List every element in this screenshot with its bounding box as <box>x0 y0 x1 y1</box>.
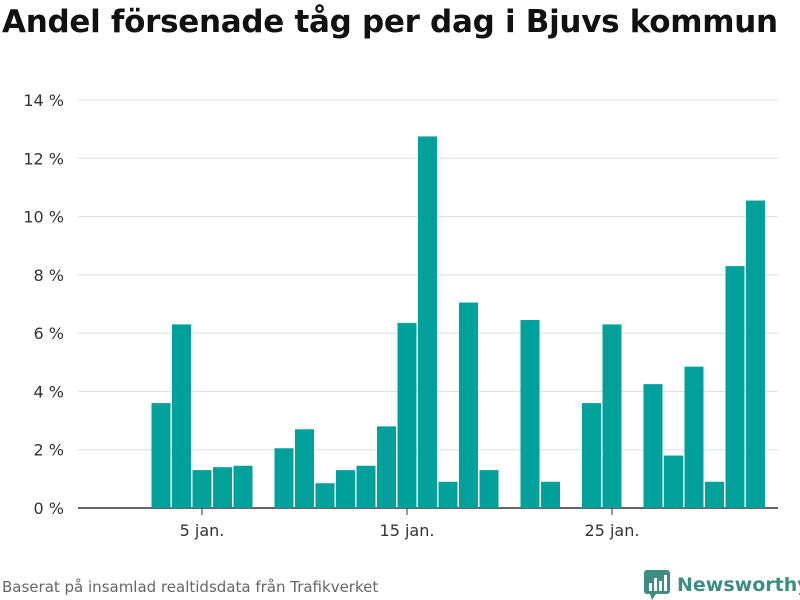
brand-name: Newsworthy <box>677 574 800 596</box>
bar-day-5[interactable] <box>192 470 212 508</box>
bar-day-21[interactable] <box>520 320 540 508</box>
x-axis-ticks: 5 jan. 15 jan. 25 jan. <box>180 508 640 540</box>
bar-day-15[interactable] <box>397 322 417 508</box>
y-tick-label: 0 % <box>34 499 64 518</box>
y-tick-label: 12 % <box>23 149 64 168</box>
y-tick-label: 14 % <box>23 91 64 110</box>
bar-day-29[interactable] <box>684 366 704 508</box>
y-tick-label: 8 % <box>34 266 64 285</box>
bar-day-28[interactable] <box>664 455 683 508</box>
y-tick-label: 10 % <box>23 208 64 227</box>
bar-day-24[interactable] <box>582 403 601 508</box>
brand-logo[interactable]: Newsworthy <box>644 570 800 600</box>
bar-day-9[interactable] <box>274 448 294 508</box>
bars <box>151 136 765 509</box>
bar-day-17[interactable] <box>438 481 458 508</box>
bar-day-19[interactable] <box>479 470 499 508</box>
source-note: Baserat på insamlad realtidsdata från Tr… <box>2 578 379 596</box>
bar-day-16[interactable] <box>418 136 437 508</box>
bar-day-14[interactable] <box>377 426 396 508</box>
bar-day-6[interactable] <box>213 467 232 508</box>
x-tick-label: 15 jan. <box>380 521 435 540</box>
bar-day-31[interactable] <box>725 266 745 508</box>
y-tick-label: 4 % <box>34 382 64 401</box>
x-tick-label: 25 jan. <box>585 521 640 540</box>
bar-chart-logo-icon <box>644 570 670 600</box>
bar-day-4[interactable] <box>172 324 191 508</box>
x-tick-label: 5 jan. <box>180 521 225 540</box>
bar-day-30[interactable] <box>705 481 724 508</box>
bar-day-32[interactable] <box>746 200 765 509</box>
bar-day-10[interactable] <box>295 429 314 508</box>
bar-day-11[interactable] <box>315 483 335 508</box>
bar-day-22[interactable] <box>541 481 560 508</box>
bar-day-7[interactable] <box>233 465 253 508</box>
bar-day-3[interactable] <box>151 403 171 508</box>
bar-day-13[interactable] <box>356 465 376 508</box>
chart-title: Andel försenade tåg per dag i Bjuvs komm… <box>2 4 778 40</box>
bar-day-27[interactable] <box>643 384 663 508</box>
y-axis-ticks: 0 % 2 % 4 % 6 % 8 % 10 % 12 % 14 % <box>23 91 64 518</box>
bar-day-12[interactable] <box>336 470 355 508</box>
y-tick-label: 6 % <box>34 324 64 343</box>
y-tick-label: 2 % <box>34 441 64 460</box>
bar-chart: 0 % 2 % 4 % 6 % 8 % 10 % 12 % 14 % 5 jan. 15 jan… <box>23 91 778 540</box>
bar-day-18[interactable] <box>459 302 478 508</box>
bar-day-25[interactable] <box>602 324 622 508</box>
